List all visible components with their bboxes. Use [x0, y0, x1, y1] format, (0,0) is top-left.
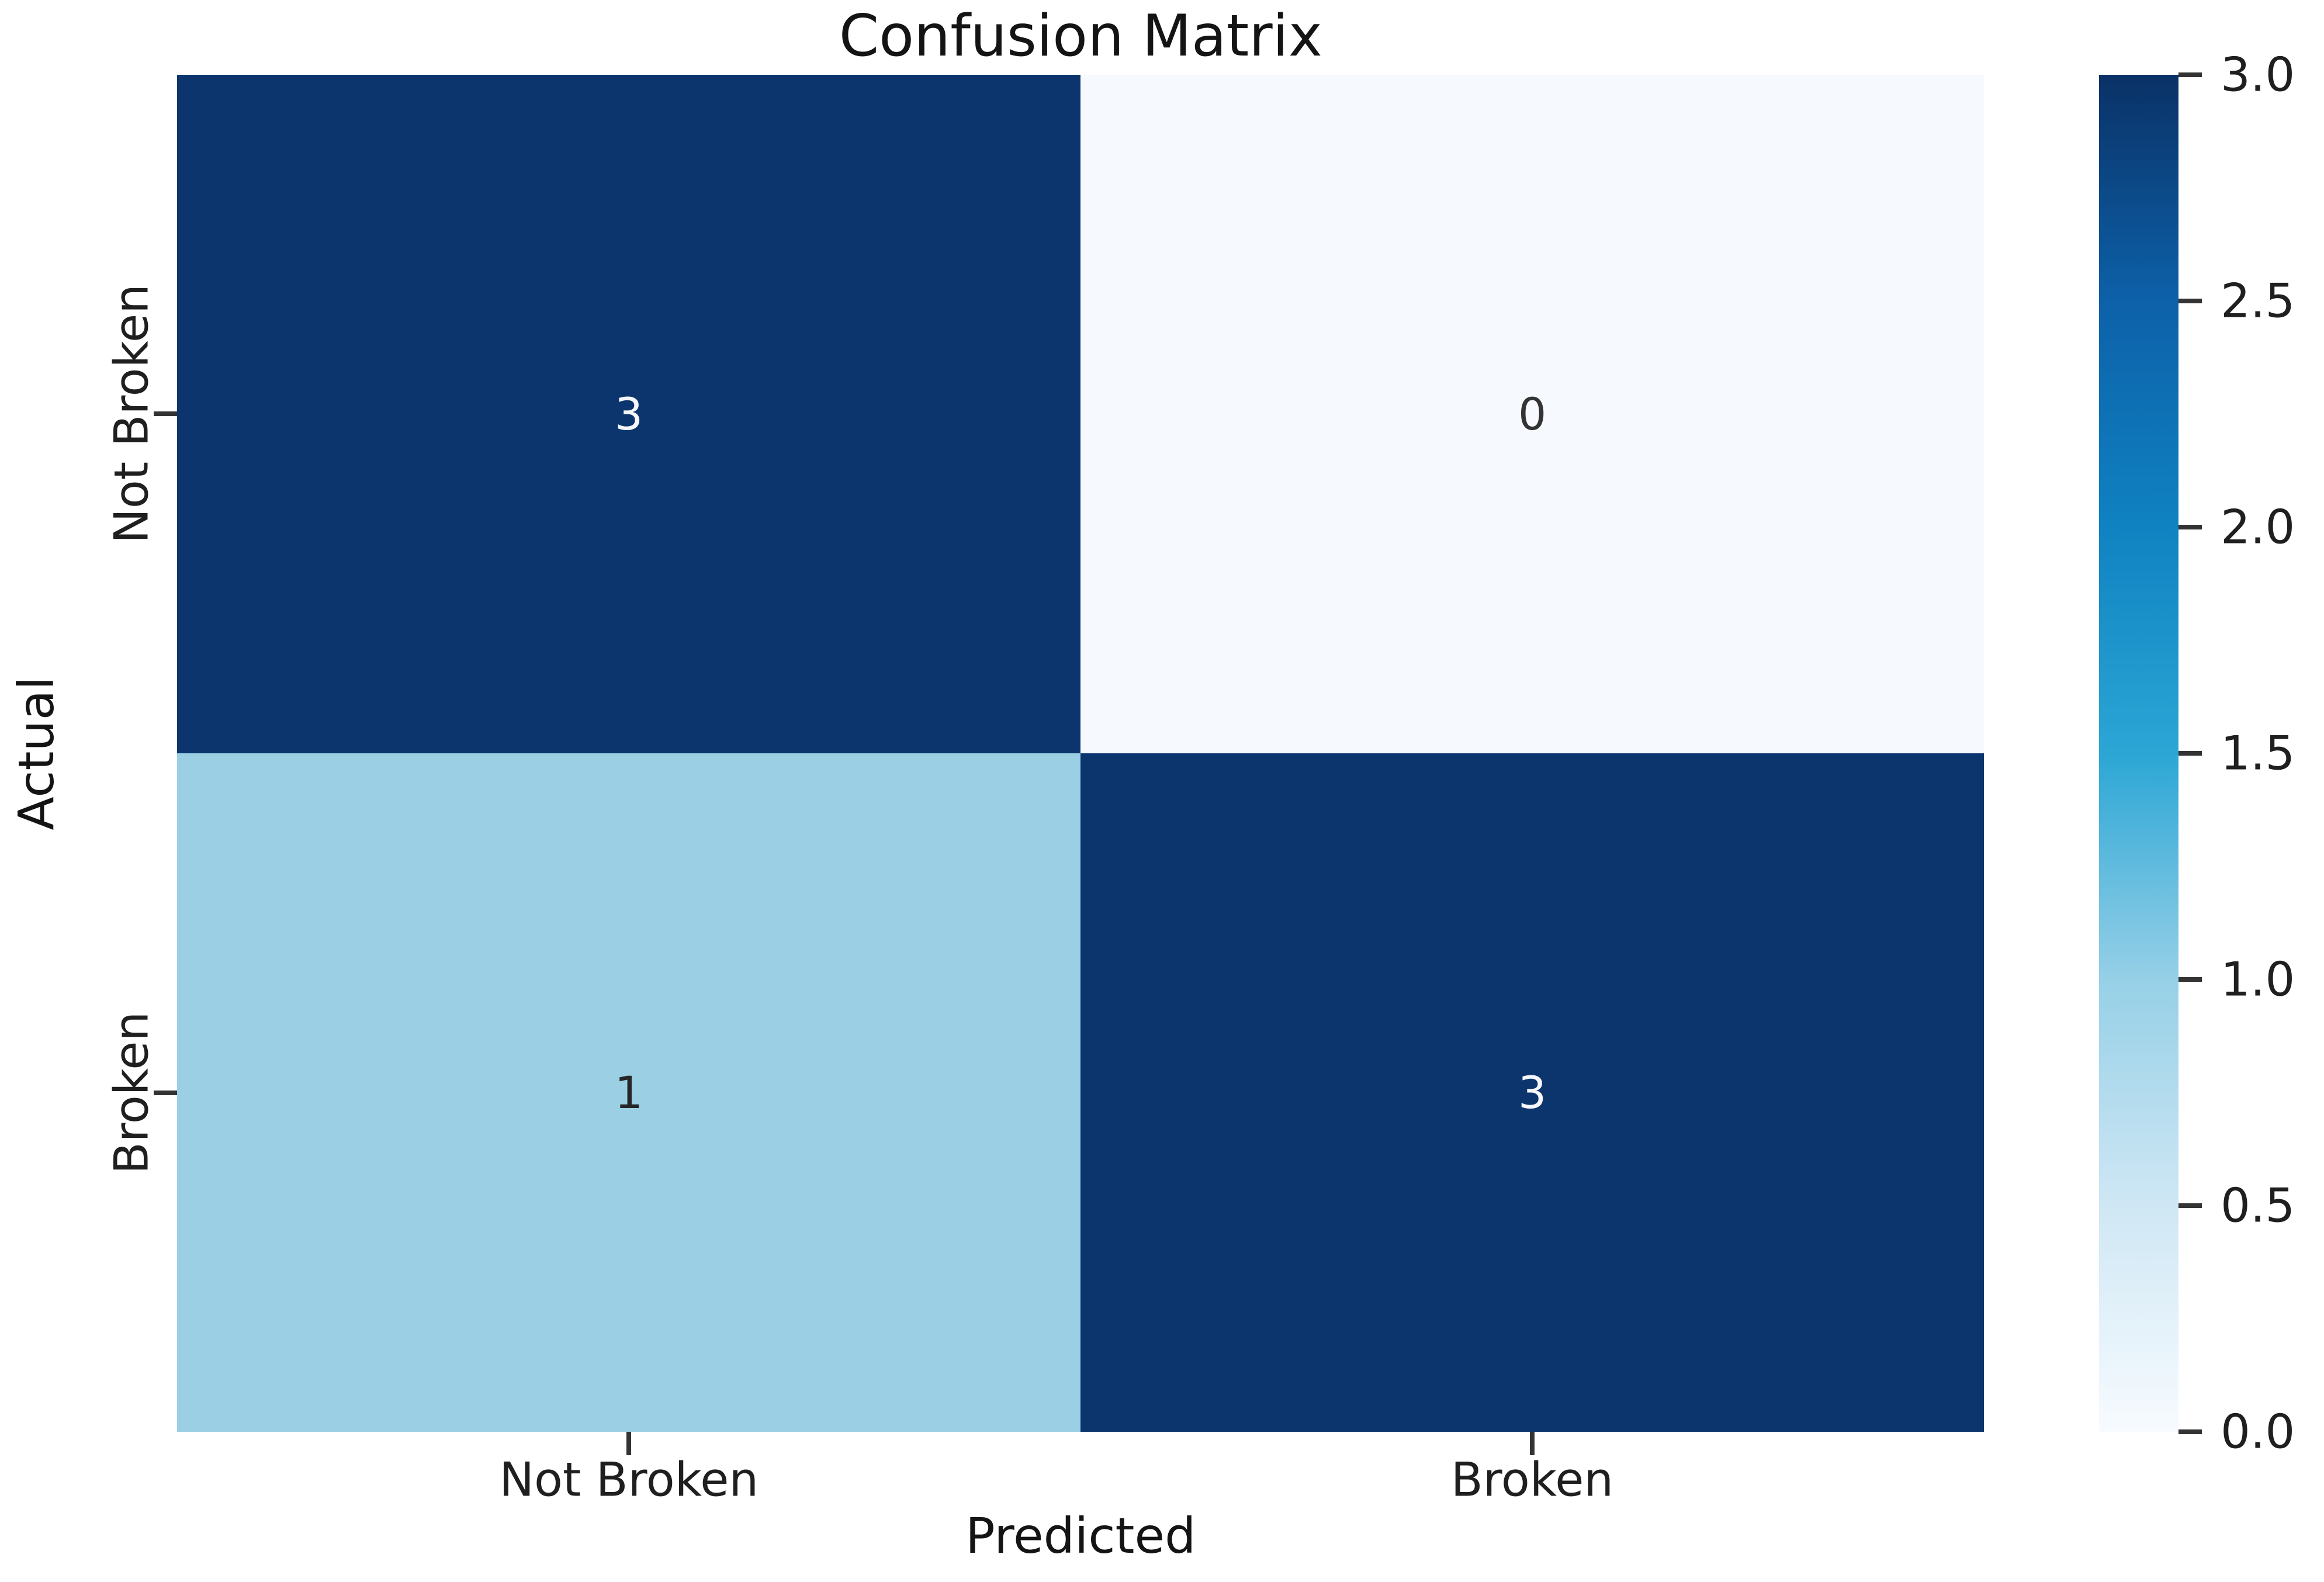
colorbar-tick-mark [2178, 524, 2202, 529]
colorbar-tick-mark [2178, 1203, 2202, 1208]
colorbar-tick-mark [2178, 72, 2202, 78]
y-tick-mark [154, 411, 178, 417]
colorbar-tick-label: 3.0 [2221, 47, 2295, 102]
y-tick-label: Broken [104, 1011, 159, 1175]
x-axis-label: Predicted [965, 1507, 1196, 1565]
heatmap: 3 0 1 3 [177, 75, 1984, 1432]
cell-annotation: 1 [614, 1067, 643, 1119]
colorbar-tick-mark [2178, 751, 2202, 756]
y-tick-mark [154, 1090, 178, 1095]
colorbar-tick-label: 2.0 [2221, 500, 2295, 555]
heatmap-cell: 3 [177, 75, 1081, 754]
y-axis-label: Actual [7, 676, 65, 830]
y-tick-label: Not Broken [104, 284, 159, 544]
x-tick-label: Not Broken [499, 1452, 759, 1507]
heatmap-cell: 3 [1080, 753, 1984, 1432]
x-tick-mark [626, 1432, 632, 1456]
colorbar-tick-label: 0.5 [2221, 1178, 2295, 1233]
colorbar-tick-label: 2.5 [2221, 274, 2295, 328]
heatmap-cell: 1 [177, 753, 1081, 1432]
cell-annotation: 0 [1518, 388, 1547, 441]
x-tick-label: Broken [1450, 1452, 1614, 1507]
colorbar-tick-mark [2178, 977, 2202, 982]
heatmap-cell: 0 [1080, 75, 1984, 754]
cell-annotation: 3 [1518, 1067, 1547, 1119]
cell-annotation: 3 [614, 388, 643, 441]
colorbar [2099, 75, 2179, 1432]
colorbar-tick-mark [2178, 1429, 2202, 1435]
x-tick-mark [1530, 1432, 1535, 1456]
colorbar-tick-mark [2178, 298, 2202, 303]
colorbar-tick-label: 1.0 [2221, 952, 2295, 1007]
colorbar-tick-label: 1.5 [2221, 726, 2295, 781]
colorbar-tick-label: 0.0 [2221, 1404, 2295, 1459]
chart-title: Confusion Matrix [839, 3, 1322, 70]
